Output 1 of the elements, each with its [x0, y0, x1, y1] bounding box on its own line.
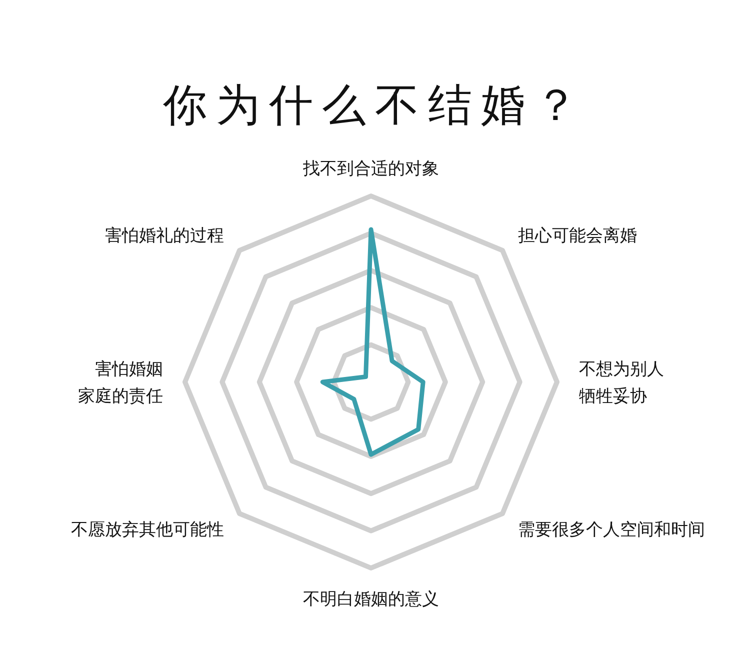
chart-title: 你为什么不结婚？: [163, 81, 587, 130]
